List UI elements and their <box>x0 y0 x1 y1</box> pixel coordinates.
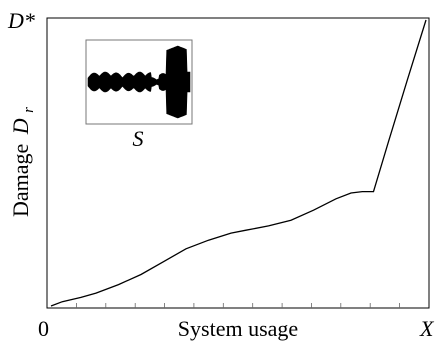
svg-text:Damage D r: Damage D r <box>8 107 37 217</box>
x-axis-ticks <box>76 303 401 308</box>
damage-curve <box>50 19 427 307</box>
x-axis-label: System usage <box>178 316 298 341</box>
y-axis-label-symbol: D <box>8 118 33 135</box>
y-axis-label-subscript: r <box>21 107 37 113</box>
y-top-label: D* <box>7 8 35 33</box>
x-end-label: X <box>419 316 435 341</box>
plot-frame <box>46 17 430 309</box>
x-origin-label: 0 <box>38 316 49 341</box>
y-axis-label-text: Damage <box>8 144 33 217</box>
inset-panel: S <box>85 39 193 151</box>
y-axis-label: Damage D r <box>8 107 37 217</box>
inset-caption: S <box>133 126 144 151</box>
inset-waveform <box>87 45 191 119</box>
